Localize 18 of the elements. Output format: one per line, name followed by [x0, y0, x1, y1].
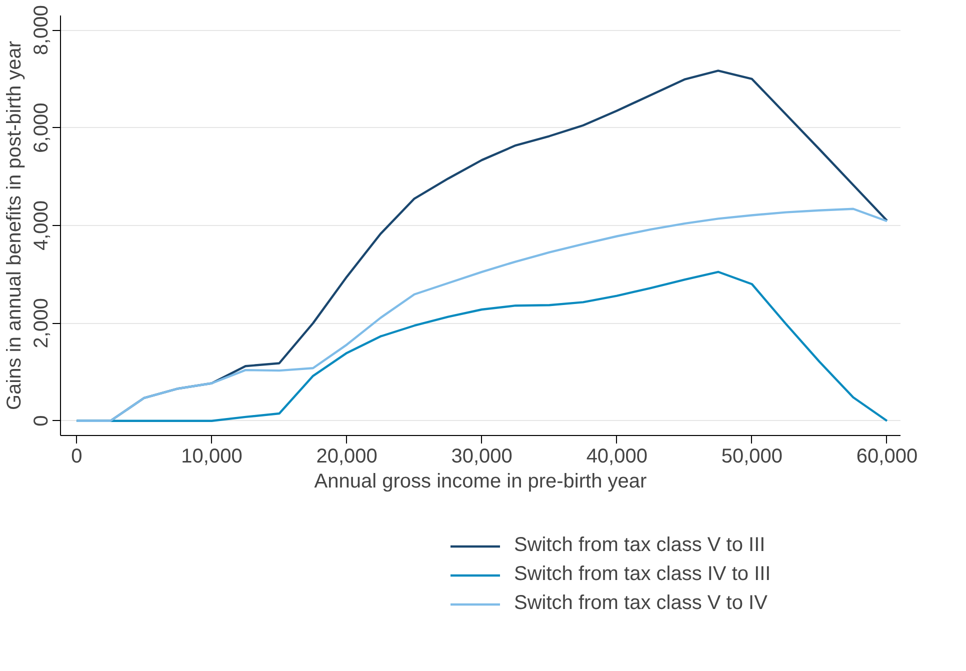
y-axis-title: Gains in annual benefits in post-birth year	[4, 40, 26, 410]
y-tick-label: 6,000	[30, 102, 52, 153]
x-tick-label: 50,000	[721, 446, 783, 468]
x-tick-label: 0	[71, 446, 82, 468]
x-axis-title: Annual gross income in pre-birth year	[314, 470, 648, 492]
x-tick-label: 30,000	[451, 446, 512, 468]
legend-label: Switch from tax class V to IV	[514, 592, 768, 615]
line-series	[76, 208, 888, 422]
x-tick-label: 20,000	[316, 446, 378, 468]
x-tick-label: 40,000	[586, 446, 648, 468]
x-tick-label: 10,000	[181, 446, 242, 468]
y-tick-label: 0	[30, 415, 52, 426]
y-tick-label: 2,000	[30, 298, 52, 348]
legend-label: Switch from tax class V to III	[514, 534, 766, 557]
y-tick-label: 8,000	[30, 5, 52, 56]
x-tick-label: 60,000	[856, 446, 918, 468]
legend-label: Switch from tax class IV to III	[514, 563, 771, 586]
y-tick-label: 4,000	[30, 200, 52, 251]
